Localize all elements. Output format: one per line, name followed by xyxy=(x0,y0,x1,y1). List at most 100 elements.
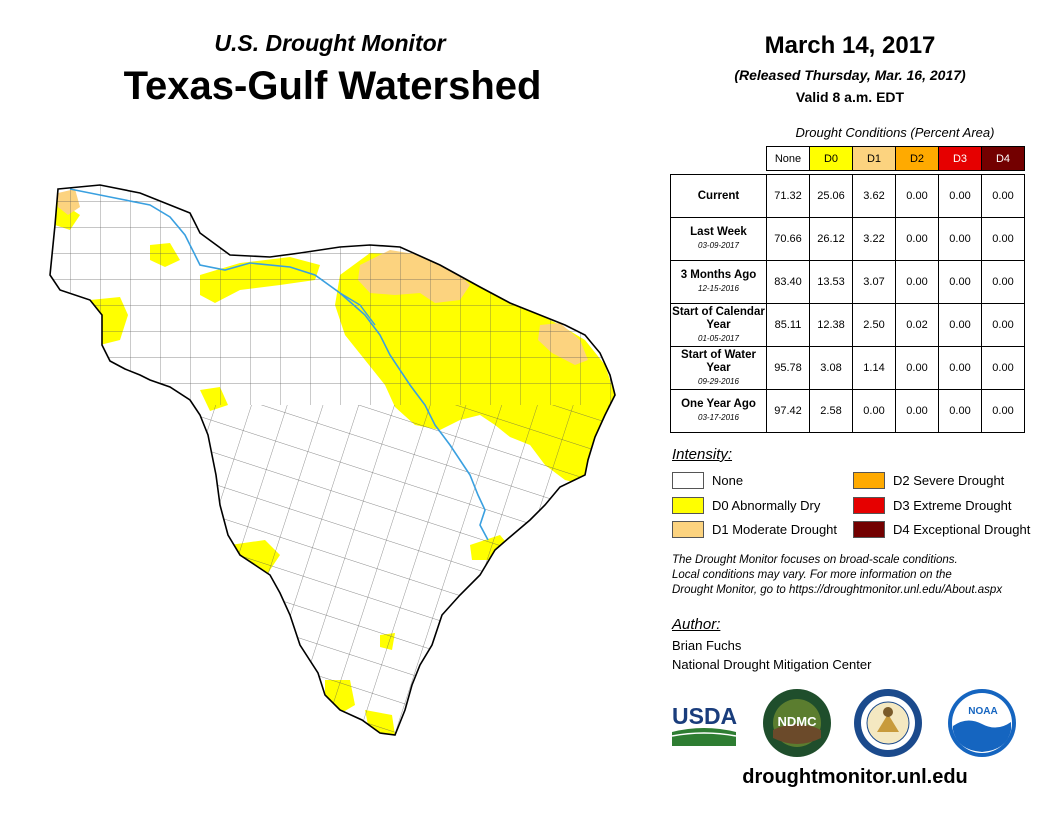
row-date: 12-15-2016 xyxy=(698,284,739,293)
legend-label-d0: D0 Abnormally Dry xyxy=(712,497,821,513)
table-cell: 83.40 xyxy=(766,260,810,304)
table-cell: 97.42 xyxy=(766,389,810,433)
ndmc-logo-text: NDMC xyxy=(778,714,818,729)
legend-swatch-d1 xyxy=(672,520,704,538)
noaa-logo-text: NOAA xyxy=(968,706,997,717)
legend-swatch-d3 xyxy=(853,496,885,514)
legend-label-d3: D3 Extreme Drought xyxy=(893,497,1012,513)
table-row: Last Week 03-09-2017 70.66 26.12 3.22 0.00 0.0… xyxy=(670,217,1025,261)
table-cell: 0.00 xyxy=(938,346,982,390)
legend-label-d1: D1 Moderate Drought xyxy=(712,521,838,537)
row-date: 03-09-2017 xyxy=(698,241,739,250)
col-header-d4: D4 xyxy=(981,146,1025,171)
table-row: 3 Months Ago 12-15-2016 83.40 13.53 3.07 0.00… xyxy=(670,260,1025,304)
table-header-row: None D0 D1 D2 D3 D4 xyxy=(671,146,1025,171)
table-cell: 12.38 xyxy=(809,303,853,347)
legend-item-d2: D2 Severe Drought xyxy=(853,471,1004,489)
river-main xyxy=(69,188,489,541)
usda-logo-text: USDA xyxy=(672,703,737,729)
col-header-d1: D1 xyxy=(852,146,896,171)
table-cell: 0.02 xyxy=(895,303,939,347)
author-name: Brian Fuchs xyxy=(672,638,742,653)
row-label-text: Last Week xyxy=(690,226,747,238)
table-cell: 85.11 xyxy=(766,303,810,347)
table-cell: 70.66 xyxy=(766,217,810,261)
row-date: 03-17-2016 xyxy=(698,413,739,422)
table-row: Current 71.32 25.06 3.62 0.00 0.00 0.00 xyxy=(670,174,1025,218)
legend-swatch-d4 xyxy=(853,520,885,538)
row-label: 3 Months Ago 12-15-2016 xyxy=(670,260,767,304)
row-label: Start of Calendar Year 01-05-2017 xyxy=(670,303,767,347)
drought-map xyxy=(49,184,616,736)
disclaimer-note: The Drought Monitor focuses on broad-sca… xyxy=(672,553,1042,598)
table-cell: 3.22 xyxy=(852,217,896,261)
conditions-table: None D0 D1 D2 D3 D4 Current 71.32 25.06 3.6… xyxy=(670,146,1025,433)
col-header-d3: D3 xyxy=(938,146,982,171)
table-cell: 3.62 xyxy=(852,174,896,218)
legend-swatch-d0 xyxy=(672,496,704,514)
release-date: (Released Thursday, Mar. 16, 2017) xyxy=(734,67,966,83)
website-url[interactable]: droughtmonitor.unl.edu xyxy=(742,766,968,788)
legend-item-none: None xyxy=(672,471,743,489)
table-cell: 0.00 xyxy=(981,303,1025,347)
table-cell: 13.53 xyxy=(809,260,853,304)
table-cell: 2.58 xyxy=(809,389,853,433)
table-cell: 0.00 xyxy=(895,260,939,304)
row-label-text: Start of Calendar Year xyxy=(672,305,765,331)
legend-item-d4: D4 Exceptional Drought xyxy=(853,520,1030,538)
map-supertitle: U.S. Drought Monitor xyxy=(214,30,446,56)
row-label-text: Start of Water Year xyxy=(681,348,756,374)
river-branch xyxy=(339,292,376,326)
table-cell: 0.00 xyxy=(981,174,1025,218)
legend-swatch-none xyxy=(672,471,704,489)
author-label: Author: xyxy=(672,616,721,633)
table-cell: 0.00 xyxy=(938,260,982,304)
conditions-caption: Drought Conditions (Percent Area) xyxy=(795,125,995,140)
table-row: One Year Ago 03-17-2016 97.42 2.58 0.00 0.00 0… xyxy=(670,389,1025,433)
row-label: Last Week 03-09-2017 xyxy=(670,217,767,261)
table-cell: 71.32 xyxy=(766,174,810,218)
intensity-label: Intensity: xyxy=(672,446,733,463)
row-label-text: Current xyxy=(697,189,740,202)
table-row: Start of Calendar Year 01-05-2017 85.11 12.… xyxy=(670,303,1025,347)
row-date: 09-29-2016 xyxy=(698,376,739,386)
table-cell: 0.00 xyxy=(981,346,1025,390)
col-header-d2: D2 xyxy=(895,146,939,171)
usda-logo: USDA xyxy=(671,703,737,746)
commerce-seal xyxy=(854,689,922,757)
table-row: Start of Water Year 09-29-2016 95.78 3.08 1.… xyxy=(670,346,1025,390)
legend-item-d0: D0 Abnormally Dry xyxy=(672,496,820,514)
note-line-2: Local conditions may vary. For more info… xyxy=(672,569,952,581)
table-cell: 95.78 xyxy=(766,346,810,390)
row-label: Start of Water Year 09-29-2016 xyxy=(670,346,767,390)
table-cell: 0.00 xyxy=(895,174,939,218)
valid-time: Valid 8 a.m. EDT xyxy=(795,89,905,105)
col-header-d0: D0 xyxy=(809,146,853,171)
row-label-text: One Year Ago xyxy=(681,398,756,410)
table-cell: 0.00 xyxy=(938,303,982,347)
table-cell: 0.00 xyxy=(895,389,939,433)
author-organization: National Drought Mitigation Center xyxy=(672,657,872,672)
county-lines-south xyxy=(50,405,615,735)
row-date: 01-05-2017 xyxy=(698,333,739,343)
table-cell: 0.00 xyxy=(938,174,982,218)
legend-item-d1: D1 Moderate Drought xyxy=(672,520,837,538)
legend-label-none: None xyxy=(712,472,744,488)
table-cell: 3.08 xyxy=(809,346,853,390)
map-title: Texas-Gulf Watershed xyxy=(123,64,542,108)
note-line-3: Drought Monitor, go to https://droughtmo… xyxy=(672,584,1003,596)
table-cell: 0.00 xyxy=(981,217,1025,261)
map-date: March 14, 2017 xyxy=(764,32,936,59)
note-line-1: The Drought Monitor focuses on broad-sca… xyxy=(672,554,958,566)
table-cell: 0.00 xyxy=(981,260,1025,304)
table-cell: 0.00 xyxy=(895,217,939,261)
ndmc-logo: NDMC xyxy=(763,689,831,757)
table-cell: 0.00 xyxy=(938,217,982,261)
legend-label-d4: D4 Exceptional Drought xyxy=(893,521,1031,537)
noaa-logo: NOAA xyxy=(948,689,1016,757)
legend-label-d2: D2 Severe Drought xyxy=(893,472,1005,488)
row-label-text: 3 Months Ago xyxy=(680,269,757,281)
row-label: Current xyxy=(670,174,767,218)
row-label: One Year Ago 03-17-2016 xyxy=(670,389,767,433)
table-cell: 2.50 xyxy=(852,303,896,347)
